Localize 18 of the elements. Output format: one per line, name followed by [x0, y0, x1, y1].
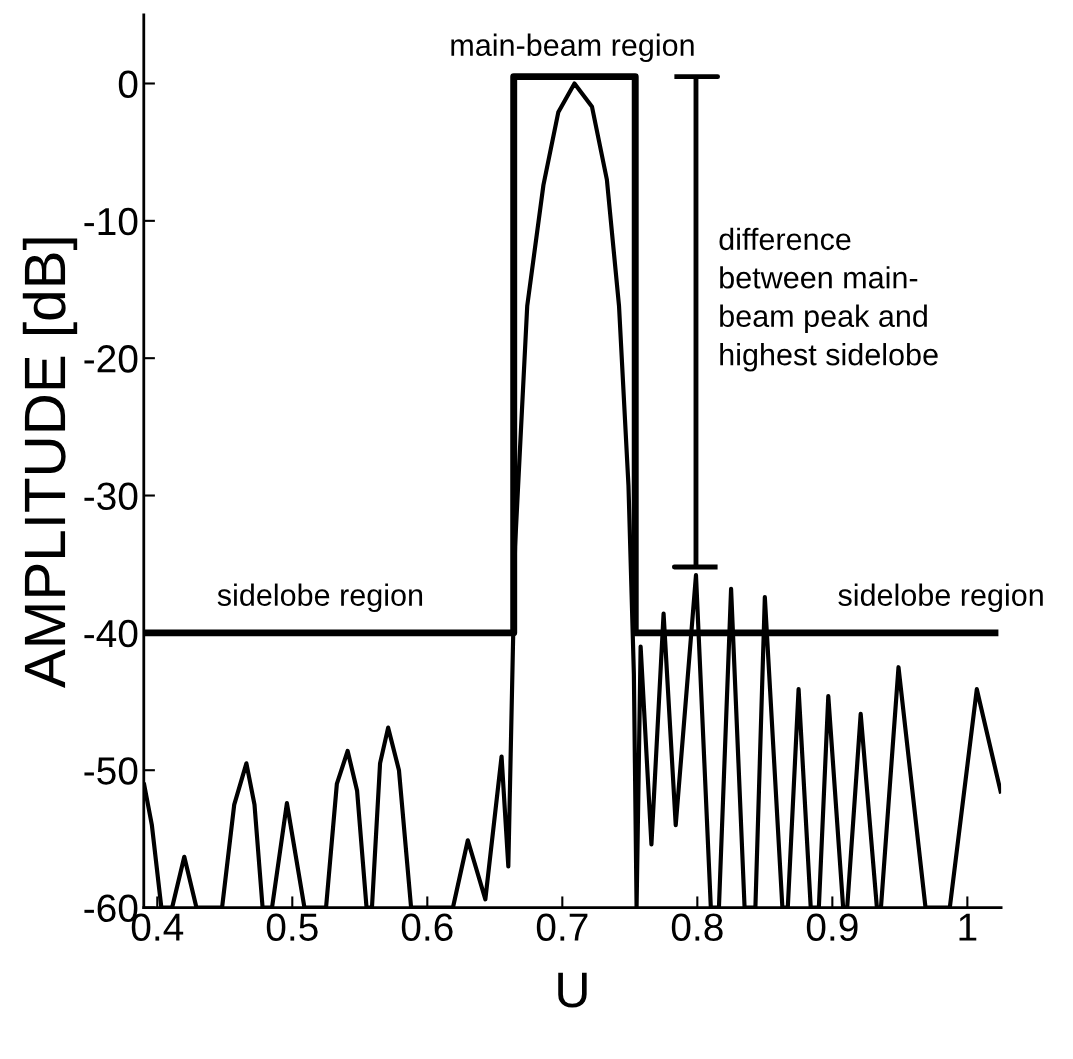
- y-tick-label: -10: [84, 207, 138, 236]
- y-tick-label: -50: [84, 757, 138, 785]
- x-tick-label: 0.7: [536, 913, 588, 941]
- y-tick-label: -20: [84, 345, 138, 373]
- x-tick-label: 0.6: [401, 913, 453, 941]
- annotation: main-beam region: [451, 33, 694, 63]
- y-tick-label: 0: [118, 70, 138, 98]
- y-tick-label: -30: [84, 482, 138, 510]
- annotation: difference between main- beam peak and highest sidelobe: [719, 227, 938, 372]
- x-tick-label: 0.5: [266, 913, 318, 941]
- y-axis-title: AMPLITUDE [dB]: [22, 238, 78, 688]
- annotation: sidelobe region: [838, 583, 1043, 613]
- annotation: sidelobe region: [217, 583, 423, 613]
- x-axis-title: U: [558, 972, 587, 1008]
- x-tick-label: 0.9: [806, 913, 858, 941]
- x-tick-label: 1: [959, 913, 977, 941]
- x-tick-label: 0.8: [671, 913, 723, 941]
- y-tick-label: -40: [84, 619, 138, 648]
